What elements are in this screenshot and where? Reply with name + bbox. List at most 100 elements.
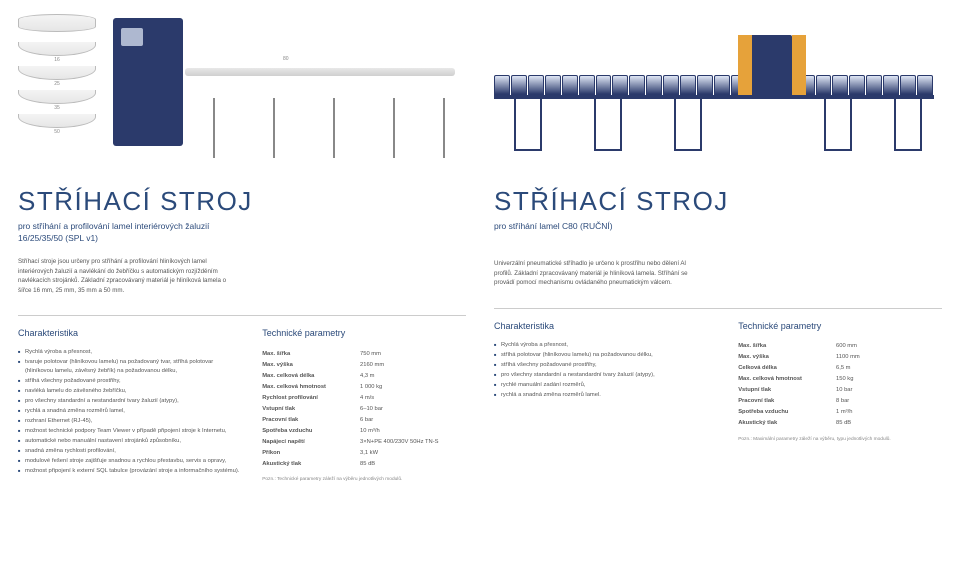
tech-params-heading: Technické parametry <box>738 321 942 331</box>
spec-value: 6,5 m <box>836 363 942 374</box>
right-characteristics-list: Rychlá výroba a přesnost, stříhá polotov… <box>494 341 718 400</box>
machine-leg <box>393 98 395 158</box>
table-row: Příkon3,1 kW <box>262 447 466 458</box>
list-item: Rychlá výroba a přesnost, <box>494 341 718 350</box>
machine-leg <box>443 98 445 158</box>
cutter-unit-guard <box>738 35 752 95</box>
spec-value: 600 mm <box>836 341 942 352</box>
conveyor-leg <box>824 99 852 151</box>
machine-output-rail <box>185 68 455 76</box>
conveyor-roller <box>528 75 544 95</box>
conveyor-rollers <box>494 75 934 95</box>
left-subtitle-2: 16/25/35/50 (SPL v1) <box>18 233 466 243</box>
profiling-machine-illustration: 80 <box>113 8 458 158</box>
spec-value: 85 dB <box>360 458 466 469</box>
conveyor-roller <box>849 75 865 95</box>
left-bottom-columns: Charakteristika Rychlá výroba a přesnost… <box>18 328 466 484</box>
conveyor-roller <box>900 75 916 95</box>
conveyor-frame-rail <box>494 95 934 99</box>
spec-label: Akustický tlak <box>738 418 836 429</box>
conveyor-leg <box>594 99 622 151</box>
spec-value: 8 bar <box>836 396 942 407</box>
conveyor-roller <box>883 75 899 95</box>
right-subtitle: pro stříhání lamel C80 (RUČNÍ) <box>494 221 942 231</box>
spec-label: Max. celková hmotnost <box>738 374 836 385</box>
lamella-sample: 50 <box>18 114 96 128</box>
left-tech-params-column: Technické parametry Max. šířka750 mm Max… <box>262 328 466 484</box>
list-item: rychlá a snadná změna rozměrů lamel, <box>18 407 242 416</box>
list-item: Rychlá výroba a přesnost, <box>18 348 242 357</box>
left-illustration-area: 16 25 35 50 80 <box>18 8 466 168</box>
left-footnote: Pozn.: Technické parametry záleží na výb… <box>262 477 466 484</box>
spec-value: 6–10 bar <box>360 403 466 414</box>
conveyor-leg <box>894 99 922 151</box>
right-tech-params-column: Technické parametry Max. šířka600 mm Max… <box>738 321 942 444</box>
conveyor-roller <box>697 75 713 95</box>
list-item: automatické nebo manuální nastavení stro… <box>18 437 242 446</box>
conveyor-roller <box>917 75 933 95</box>
table-row: Rychlost profilování4 m/s <box>262 392 466 403</box>
lamella-label: 25 <box>54 81 60 87</box>
left-page: 16 25 35 50 80 STŘÍHACÍ STROJ pro stříhá… <box>0 0 480 584</box>
conveyor-roller <box>612 75 628 95</box>
spec-label: Max. šířka <box>262 348 360 359</box>
conveyor-roller <box>545 75 561 95</box>
spec-label: Vstupní tlak <box>738 385 836 396</box>
lamella-label: 35 <box>54 105 60 111</box>
left-intro-paragraph: Stříhací stroje jsou určeny pro stříhání… <box>18 257 228 295</box>
table-row: Akustický tlak85 dB <box>738 418 942 429</box>
machine-hmi-screen <box>121 28 143 46</box>
spec-label: Max. celková délka <box>262 370 360 381</box>
spec-label: Rychlost profilování <box>262 392 360 403</box>
table-row: Napájecí napětí3×N+PE 400/230V 50Hz TN-S <box>262 436 466 447</box>
table-row: Vstupní tlak10 bar <box>738 385 942 396</box>
left-specs-table: Max. šířka750 mm Max. výška2160 mm Max. … <box>262 348 466 469</box>
spec-value: 2160 mm <box>360 359 466 370</box>
conveyor-roller <box>816 75 832 95</box>
lamella-sample: 35 <box>18 90 96 104</box>
list-item: tvaruje polotovar (hliníkovou lamelu) na… <box>18 358 242 376</box>
conveyor-roller <box>596 75 612 95</box>
right-specs-table: Max. šířka600 mm Max. výška1100 mm Celko… <box>738 341 942 429</box>
spec-label: Pracovní tlak <box>262 414 360 425</box>
right-illustration-area <box>494 8 942 168</box>
spec-label: Spotřeba vzduchu <box>738 407 836 418</box>
lamella-size-stack: 16 25 35 50 <box>18 8 96 138</box>
table-row: Pracovní tlak6 bar <box>262 414 466 425</box>
machine-leg <box>333 98 335 158</box>
conveyor-roller <box>579 75 595 95</box>
machine-cabinet <box>113 18 183 146</box>
spec-value: 1 000 kg <box>360 381 466 392</box>
conveyor-roller <box>714 75 730 95</box>
lamella-label: 16 <box>54 57 60 63</box>
conveyor-leg <box>674 99 702 151</box>
dimension-label-80: 80 <box>283 56 289 62</box>
lamella-label: 50 <box>54 129 60 135</box>
spec-value: 1 m³/h <box>836 407 942 418</box>
table-row: Celková délka6,5 m <box>738 363 942 374</box>
right-page: STŘÍHACÍ STROJ pro stříhání lamel C80 (R… <box>480 0 960 584</box>
list-item: pro všechny standardní a nestandardní tv… <box>494 371 718 380</box>
spec-label: Max. celková hmotnost <box>262 381 360 392</box>
divider <box>18 315 466 316</box>
conveyor-roller <box>511 75 527 95</box>
spec-value: 3,1 kW <box>360 447 466 458</box>
conveyor-roller <box>562 75 578 95</box>
tech-params-heading: Technické parametry <box>262 328 466 338</box>
list-item: stříhá všechny požadované prostřihy, <box>494 361 718 370</box>
characteristics-heading: Charakteristika <box>18 328 242 338</box>
left-subtitle-1: pro stříhání a profilování lamel interié… <box>18 221 466 231</box>
lamella-sample: 16 <box>18 42 96 56</box>
cutter-unit-guard <box>792 35 806 95</box>
spec-value: 10 bar <box>836 385 942 396</box>
list-item: snadná změna rychlosti profilování, <box>18 447 242 456</box>
conveyor-roller <box>832 75 848 95</box>
machine-leg <box>273 98 275 158</box>
spec-value: 1100 mm <box>836 352 942 363</box>
conveyor-roller <box>646 75 662 95</box>
right-characteristics-column: Charakteristika Rychlá výroba a přesnost… <box>494 321 718 444</box>
spec-value: 6 bar <box>360 414 466 425</box>
lamella-sample <box>18 14 96 32</box>
conveyor-roller <box>629 75 645 95</box>
right-footnote: Pozn.: Maximální parametry záleží na výb… <box>738 437 942 444</box>
